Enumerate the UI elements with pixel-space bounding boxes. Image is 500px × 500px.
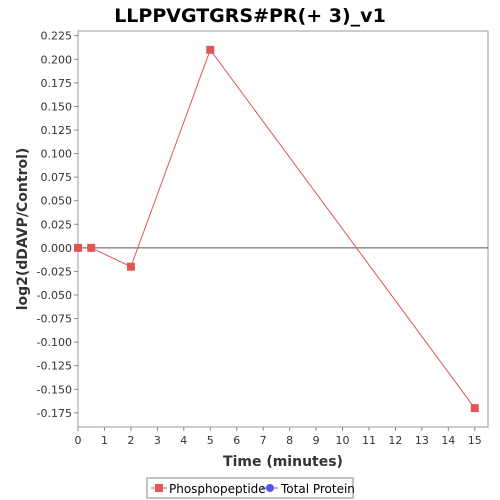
data-point <box>126 262 135 271</box>
legend-total-protein-marker <box>266 484 274 492</box>
x-tick-label: 11 <box>362 434 376 447</box>
y-tick-label: 0.125 <box>41 124 73 137</box>
y-tick-label: -0.125 <box>37 360 72 373</box>
plot-area <box>77 30 489 428</box>
data-point <box>206 45 215 54</box>
x-tick-label: 10 <box>336 434 350 447</box>
x-tick-label: 13 <box>415 434 429 447</box>
x-tick-label: 3 <box>154 434 161 447</box>
y-tick-label: -0.050 <box>37 289 72 302</box>
x-tick-label: 7 <box>260 434 267 447</box>
x-tick-label: 9 <box>313 434 320 447</box>
legend-phosphopeptide-marker <box>155 484 163 492</box>
y-tick-label: 0.025 <box>41 218 73 231</box>
x-tick-label: 4 <box>180 434 187 447</box>
y-tick-label: 0.075 <box>41 171 73 184</box>
y-tick-label: -0.100 <box>37 336 72 349</box>
x-tick-label: 6 <box>233 434 240 447</box>
data-point <box>74 243 82 252</box>
x-axis: 0 1 2 3 4 5 6 7 8 9 10 11 12 13 14 15 <box>75 427 482 447</box>
legend-total-protein-label: Total Protein <box>280 482 355 496</box>
y-tick-label: 0.050 <box>41 195 73 208</box>
y-tick-label: 0.225 <box>41 30 73 43</box>
x-tick-label: 0 <box>75 434 82 447</box>
x-tick-label: 8 <box>286 434 293 447</box>
y-axis: 0.225 0.200 0.175 0.150 0.125 0.100 0.075 0.050… <box>37 30 78 420</box>
chart-title: LLPPVGTGRS#PR(+ 3)_v1 <box>114 5 386 27</box>
legend: Phosphopeptide Total Protein <box>146 477 355 499</box>
y-tick-label: 0.175 <box>41 77 73 90</box>
x-tick-label: 15 <box>468 434 482 447</box>
y-tick-label: -0.150 <box>37 383 72 396</box>
y-tick-label: 0.150 <box>41 100 73 113</box>
x-axis-label: Time (minutes) <box>223 454 343 470</box>
y-tick-label: 0.000 <box>41 242 73 255</box>
y-axis-label: log2(dDAVP/Control) <box>15 148 31 311</box>
y-tick-label: -0.025 <box>37 265 72 278</box>
y-tick-label: 0.100 <box>41 148 73 161</box>
legend-box <box>146 477 354 499</box>
y-tick-label: 0.200 <box>41 53 73 66</box>
data-point <box>87 243 96 252</box>
y-tick-label: -0.075 <box>37 313 72 326</box>
x-tick-label: 14 <box>441 434 455 447</box>
x-tick-label: 12 <box>388 434 402 447</box>
x-tick-label: 2 <box>127 434 134 447</box>
data-point <box>470 404 479 413</box>
y-tick-label: -0.175 <box>37 407 72 420</box>
x-tick-label: 1 <box>101 434 108 447</box>
series-layer <box>74 45 479 413</box>
x-tick-label: 5 <box>207 434 214 447</box>
legend-phosphopeptide-label: Phosphopeptide <box>169 482 266 496</box>
